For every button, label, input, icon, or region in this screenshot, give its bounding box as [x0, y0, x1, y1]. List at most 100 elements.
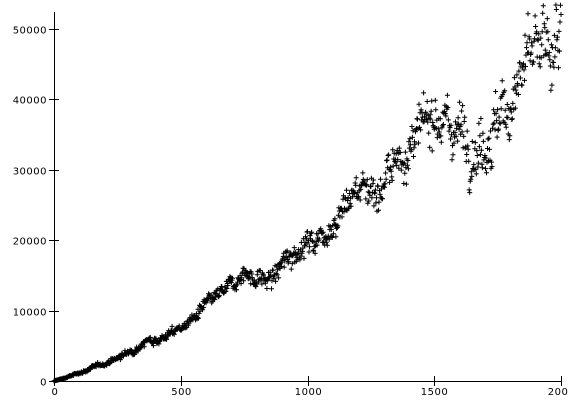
data-point — [328, 227, 334, 232]
data-point — [297, 257, 303, 263]
data-point — [402, 149, 408, 155]
data-point — [264, 277, 270, 283]
data-point — [356, 194, 362, 200]
data-point — [390, 163, 396, 169]
data-point — [374, 195, 379, 201]
data-point — [224, 286, 230, 291]
data-point — [556, 65, 561, 71]
data-point — [461, 133, 467, 139]
data-point — [253, 284, 259, 290]
data-point — [533, 24, 539, 29]
data-point — [343, 207, 349, 213]
data-point — [364, 182, 370, 188]
data-point — [283, 249, 289, 255]
data-point — [404, 162, 410, 168]
data-point — [496, 126, 502, 132]
data-point — [480, 130, 486, 136]
data-point — [445, 117, 451, 123]
data-point — [432, 97, 438, 103]
data-point — [332, 216, 338, 222]
data-point — [353, 175, 359, 181]
data-point — [276, 275, 282, 281]
data-point — [308, 230, 314, 236]
data-point — [373, 200, 379, 206]
data-point — [364, 177, 370, 183]
data-point — [397, 149, 403, 155]
data-point — [468, 169, 474, 175]
data-point — [494, 134, 500, 140]
data-point — [326, 236, 332, 242]
data-point — [428, 108, 434, 114]
data-point — [461, 119, 467, 124]
data-point — [542, 47, 548, 53]
data-point — [427, 112, 433, 118]
data-point — [274, 272, 280, 278]
data-point — [488, 128, 493, 134]
data-point — [444, 92, 450, 98]
data-point — [538, 55, 544, 61]
data-point — [352, 191, 358, 196]
data-point — [426, 130, 432, 136]
y-tick-label: 10000 — [13, 308, 47, 319]
data-point — [363, 196, 369, 202]
data-point — [395, 157, 401, 163]
data-point — [416, 140, 421, 146]
data-point — [516, 68, 522, 74]
data-point — [438, 139, 444, 145]
y-axis-ticks: 0 10000 20000 30000 40000 50000 — [13, 26, 59, 389]
data-point — [421, 90, 427, 96]
data-point — [259, 281, 265, 287]
data-point — [547, 63, 553, 69]
data-point — [260, 272, 266, 278]
data-point — [542, 25, 548, 31]
data-point — [447, 125, 453, 131]
data-point — [484, 170, 489, 176]
data-point — [489, 159, 494, 165]
data-point — [459, 129, 465, 135]
data-point — [388, 168, 394, 174]
data-point — [386, 152, 392, 158]
data-point — [462, 114, 468, 120]
data-point — [528, 50, 534, 56]
y-tick-label: 20000 — [13, 237, 47, 248]
data-point — [394, 162, 400, 168]
data-point — [141, 344, 147, 350]
data-point — [150, 343, 156, 349]
data-point — [509, 116, 515, 122]
data-point — [487, 146, 492, 152]
data-point — [554, 37, 560, 43]
data-point — [357, 197, 363, 203]
data-point — [388, 164, 394, 170]
data-point — [200, 307, 206, 313]
data-point — [539, 42, 545, 48]
data-point — [456, 126, 462, 132]
data-point — [270, 267, 276, 273]
data-point — [449, 157, 455, 163]
data-point — [366, 198, 372, 204]
y-tick-label: 40000 — [13, 96, 47, 107]
data-point — [478, 147, 484, 153]
data-point — [223, 288, 229, 294]
data-point — [312, 250, 318, 256]
x-tick-label: 1500 — [421, 387, 448, 398]
data-point — [450, 152, 456, 158]
data-point — [522, 32, 528, 38]
data-point — [330, 231, 336, 237]
data-point — [536, 31, 542, 37]
data-point — [196, 315, 201, 321]
data-point — [288, 266, 294, 272]
data-point — [544, 16, 550, 22]
data-point — [156, 341, 162, 347]
data-point — [418, 107, 424, 113]
data-point — [466, 158, 472, 164]
data-point — [511, 75, 517, 81]
data-point — [499, 78, 505, 84]
data-point — [212, 297, 218, 302]
data-point — [446, 128, 452, 134]
data-point — [550, 60, 556, 65]
data-point — [548, 87, 554, 93]
data-point — [384, 157, 390, 163]
data-point — [425, 119, 431, 125]
data-point — [387, 179, 393, 185]
